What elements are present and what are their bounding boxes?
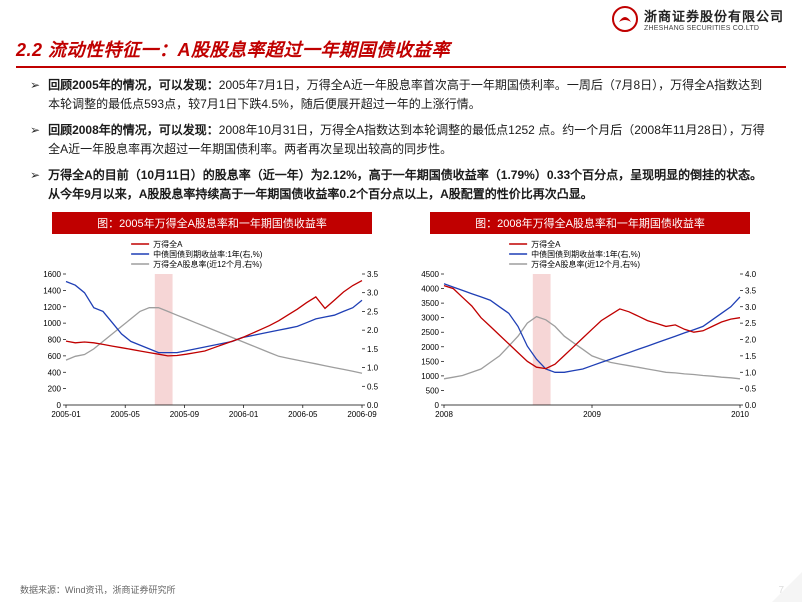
section-number: 2.2 <box>16 40 43 60</box>
logo-text: 浙商证券股份有限公司 ZHESHANG SECURITIES CO.LTD <box>644 6 784 32</box>
bullet-item: ➢回顾2008年的情况，可以发现：2008年10月31日，万得全A指数达到本轮调… <box>30 121 772 158</box>
chart-left-col: 图：2005年万得全A股息率和一年期国债收益率 0 200 400 600 800 100… <box>30 212 394 423</box>
chart-right-col: 图：2008年万得全A股息率和一年期国债收益率 0 500 1000 1500 2000… <box>408 212 772 423</box>
bullet-item: ➢回顾2005年的情况，可以发现：2005年7月1日，万得全A近一年股息率首次高… <box>30 76 772 113</box>
svg-text:1.0: 1.0 <box>367 363 379 372</box>
section-title-bar: 2.2 流动性特征一：A股股息率超过一年期国债收益率 <box>16 36 786 68</box>
section-title-text: 流动性特征一：A股股息率超过一年期国债收益率 <box>48 40 450 60</box>
section-title: 2.2 流动性特征一：A股股息率超过一年期国债收益率 <box>16 36 786 62</box>
bullet-text: 回顾2008年的情况，可以发现：2008年10月31日，万得全A指数达到本轮调整… <box>48 121 772 158</box>
logo-icon <box>612 6 638 32</box>
svg-text:1400: 1400 <box>43 286 61 295</box>
bullet-text: 万得全A的目前（10月11日）的股息率（近一年）为2.12%，高于一年期国债收益… <box>48 166 772 203</box>
svg-text:2006-05: 2006-05 <box>288 410 318 419</box>
svg-text:0.5: 0.5 <box>367 382 379 391</box>
svg-text:3500: 3500 <box>421 299 439 308</box>
bullet-arrow-icon: ➢ <box>30 121 40 158</box>
svg-text:3.0: 3.0 <box>745 302 757 311</box>
bullet-list: ➢回顾2005年的情况，可以发现：2005年7月1日，万得全A近一年股息率首次高… <box>30 76 772 204</box>
bullet-arrow-icon: ➢ <box>30 166 40 203</box>
svg-text:800: 800 <box>48 335 62 344</box>
svg-text:2005-05: 2005-05 <box>111 410 141 419</box>
svg-text:3000: 3000 <box>421 313 439 322</box>
svg-text:1.5: 1.5 <box>745 351 757 360</box>
charts-row: 图：2005年万得全A股息率和一年期国债收益率 0 200 400 600 800 100… <box>30 212 772 423</box>
company-name-en: ZHESHANG SECURITIES CO.LTD <box>644 25 784 32</box>
svg-text:2008: 2008 <box>435 410 453 419</box>
svg-text:2000: 2000 <box>421 342 439 351</box>
chart-left-title: 图：2005年万得全A股息率和一年期国债收益率 <box>52 212 372 234</box>
svg-text:0: 0 <box>435 401 440 410</box>
svg-text:1000: 1000 <box>43 319 61 328</box>
svg-text:600: 600 <box>48 351 62 360</box>
svg-text:2005-09: 2005-09 <box>170 410 200 419</box>
svg-text:1000: 1000 <box>421 371 439 380</box>
header: 浙商证券股份有限公司 ZHESHANG SECURITIES CO.LTD <box>0 0 802 34</box>
svg-text:3.0: 3.0 <box>367 288 379 297</box>
svg-text:3.5: 3.5 <box>367 270 379 279</box>
chart-left: 0 200 400 600 800 1000 1200 1400 1600 0.0 0.5 1.0 1.… <box>30 238 394 423</box>
svg-text:2.5: 2.5 <box>367 307 379 316</box>
svg-text:4.0: 4.0 <box>745 270 757 279</box>
svg-text:1200: 1200 <box>43 302 61 311</box>
company-logo: 浙商证券股份有限公司 ZHESHANG SECURITIES CO.LTD <box>612 6 784 32</box>
svg-text:1.0: 1.0 <box>745 368 757 377</box>
svg-text:2.5: 2.5 <box>745 319 757 328</box>
svg-text:2010: 2010 <box>731 410 749 419</box>
svg-text:0.5: 0.5 <box>745 384 757 393</box>
chart-right: 0 500 1000 1500 2000 2500 3000 3500 4000 4500 0.0 0… <box>408 238 772 423</box>
content-body: ➢回顾2005年的情况，可以发现：2005年7月1日，万得全A近一年股息率首次高… <box>0 76 802 423</box>
svg-text:2.0: 2.0 <box>367 326 379 335</box>
bullet-text: 回顾2005年的情况，可以发现：2005年7月1日，万得全A近一年股息率首次高于… <box>48 76 772 113</box>
svg-text:0: 0 <box>57 401 62 410</box>
svg-text:500: 500 <box>426 386 440 395</box>
svg-text:1.5: 1.5 <box>367 344 379 353</box>
bullet-arrow-icon: ➢ <box>30 76 40 113</box>
svg-text:1500: 1500 <box>421 357 439 366</box>
svg-text:3.5: 3.5 <box>745 286 757 295</box>
svg-text:2006-09: 2006-09 <box>347 410 377 419</box>
svg-text:万得全A股息率(近12个月,右%): 万得全A股息率(近12个月,右%) <box>153 259 262 269</box>
svg-text:2005-01: 2005-01 <box>51 410 81 419</box>
svg-text:中债国债到期收益率:1年(右,%): 中债国债到期收益率:1年(右,%) <box>153 249 263 259</box>
company-name-cn: 浙商证券股份有限公司 <box>644 6 784 25</box>
data-source: 数据来源：Wind资讯，浙商证券研究所 <box>20 583 176 596</box>
svg-text:200: 200 <box>48 384 62 393</box>
svg-text:万得全A股息率(近12个月,右%): 万得全A股息率(近12个月,右%) <box>531 259 640 269</box>
svg-text:400: 400 <box>48 368 62 377</box>
svg-text:万得全A: 万得全A <box>153 239 183 249</box>
svg-text:2.0: 2.0 <box>745 335 757 344</box>
svg-text:1600: 1600 <box>43 270 61 279</box>
svg-text:4500: 4500 <box>421 270 439 279</box>
svg-text:2009: 2009 <box>583 410 601 419</box>
bullet-item: ➢万得全A的目前（10月11日）的股息率（近一年）为2.12%，高于一年期国债收… <box>30 166 772 203</box>
svg-text:中债国债到期收益率:1年(右,%): 中债国债到期收益率:1年(右,%) <box>531 249 641 259</box>
svg-text:2500: 2500 <box>421 328 439 337</box>
chart-right-title: 图：2008年万得全A股息率和一年期国债收益率 <box>430 212 750 234</box>
corner-decoration <box>772 572 802 602</box>
svg-text:4000: 4000 <box>421 284 439 293</box>
svg-text:0.0: 0.0 <box>367 401 379 410</box>
svg-text:2006-01: 2006-01 <box>229 410 259 419</box>
svg-text:0.0: 0.0 <box>745 401 757 410</box>
svg-text:万得全A: 万得全A <box>531 239 561 249</box>
